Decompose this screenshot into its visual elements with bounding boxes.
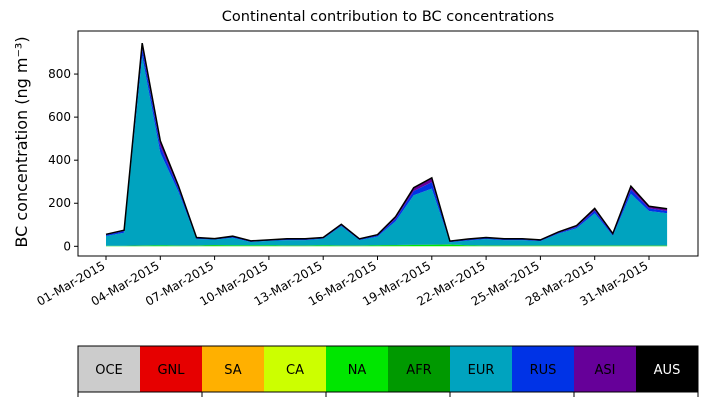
y-tick-label: 200 bbox=[48, 196, 71, 210]
legend-swatch-afr bbox=[388, 346, 450, 392]
y-axis-label: BC concentration (ng m⁻³) bbox=[12, 36, 31, 247]
legend-label-rus: RUS bbox=[530, 363, 557, 378]
axes-frame bbox=[77, 30, 699, 257]
legend-label-asi: ASI bbox=[595, 363, 616, 378]
y-tick-label: 400 bbox=[48, 153, 71, 167]
chart-title: Continental contribution to BC concentra… bbox=[222, 9, 554, 25]
legend-label-eur: EUR bbox=[468, 363, 495, 378]
legend-swatch-eur bbox=[450, 346, 512, 392]
legend-label-sa: SA bbox=[224, 363, 241, 378]
series-area-eur bbox=[106, 56, 668, 246]
legend-swatch-rus bbox=[512, 346, 574, 392]
legend-label-oce: OCE bbox=[95, 363, 123, 378]
legend-label-aus: AUS bbox=[654, 363, 681, 378]
legend-swatch-asi bbox=[574, 346, 636, 392]
y-tick-label: 600 bbox=[48, 110, 71, 124]
legend-swatch-oce bbox=[78, 346, 140, 392]
legend-swatch-gnl bbox=[140, 346, 202, 392]
series-area-na bbox=[106, 244, 668, 247]
legend-swatch-na bbox=[326, 346, 388, 392]
legend-swatch-sa bbox=[202, 346, 264, 392]
y-tick-label: 0 bbox=[63, 239, 71, 253]
legend-label-gnl: GNL bbox=[157, 363, 185, 378]
legend-swatch-ca bbox=[264, 346, 326, 392]
y-tick-label: 800 bbox=[48, 67, 71, 81]
legend-label-na: NA bbox=[348, 363, 367, 378]
legend-colorbar: OCE GNL SA CA NA AFR EUR RUS ASI AUS bbox=[77, 345, 699, 397]
legend-label-ca: CA bbox=[286, 363, 304, 378]
plot-area: 020040060080001-Mar-201504-Mar-201507-Ma… bbox=[34, 30, 699, 309]
series-area-afr bbox=[106, 244, 668, 246]
total-line bbox=[105, 42, 668, 242]
legend-swatch-aus bbox=[636, 346, 698, 392]
legend-label-afr: AFR bbox=[406, 363, 431, 378]
legend-frame bbox=[77, 345, 699, 393]
